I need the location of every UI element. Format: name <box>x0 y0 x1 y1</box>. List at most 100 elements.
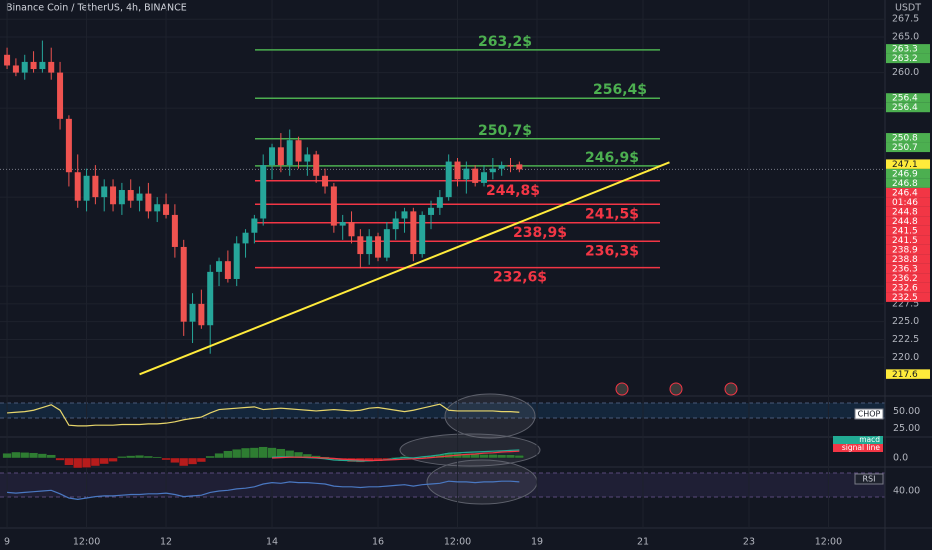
level-label: 263,2$ <box>478 34 532 50</box>
macd-histogram-bar <box>20 452 30 459</box>
macd-histogram-bar <box>90 457 101 467</box>
macd-histogram-bar <box>223 450 233 459</box>
candle-body <box>286 140 293 166</box>
candle-body <box>428 207 435 215</box>
y-tick-label: 267.5 <box>892 14 919 25</box>
candle-body <box>454 161 461 180</box>
candle-body <box>198 303 205 326</box>
candle-body <box>269 147 276 166</box>
price-label: 238.8 <box>892 255 918 265</box>
macd-histogram-bar <box>126 455 136 459</box>
event-icon[interactable] <box>669 382 683 396</box>
candle-body <box>436 197 443 208</box>
macd-histogram-bar <box>514 455 524 459</box>
candle-body <box>498 165 505 169</box>
price-label-box <box>886 187 930 198</box>
indicator-tick-label: 40.00 <box>893 486 920 497</box>
candle-body <box>12 65 19 73</box>
macd-histogram-bar <box>37 453 48 459</box>
price-label-box <box>886 44 930 54</box>
macd-histogram-bar <box>179 457 189 467</box>
event-icon[interactable] <box>615 382 629 396</box>
chart-title: Binance Coin / TetherUS, 4h, BINANCE <box>6 3 187 14</box>
candle-body <box>216 261 223 272</box>
event-icons[interactable] <box>615 382 738 396</box>
candle-body <box>463 168 470 180</box>
rsi-band <box>0 473 885 497</box>
x-tick-label: 9 <box>4 537 10 548</box>
macd-histogram-bar <box>152 456 162 459</box>
price-label-box <box>886 282 930 293</box>
legend-box <box>833 436 883 444</box>
level-label: 232,6$ <box>493 270 547 286</box>
macd-histogram-bar <box>46 454 56 459</box>
candle-body <box>383 229 390 258</box>
x-tick-label: 14 <box>266 537 278 548</box>
price-label: 244.8 <box>892 207 918 217</box>
indicator-name-box <box>854 408 884 420</box>
candle-body <box>101 186 108 198</box>
price-label-box <box>886 168 930 179</box>
candle-body <box>357 236 364 255</box>
x-tick-label: 12:00 <box>444 537 471 548</box>
price-label-box <box>886 225 930 236</box>
macd-histogram-bar <box>170 457 180 464</box>
candle-body <box>366 236 373 255</box>
macd-histogram-bar <box>64 457 74 466</box>
macd-histogram-bar <box>187 457 198 465</box>
macd-histogram-bar <box>117 456 127 459</box>
candle-body <box>92 175 99 198</box>
macd-histogram-bar <box>240 447 251 459</box>
level-label: 256,4$ <box>593 82 647 98</box>
price-label: 247.1 <box>892 160 918 170</box>
y-tick-label: 260.0 <box>892 67 919 78</box>
price-label-box <box>886 53 930 64</box>
candle-body <box>65 118 72 173</box>
macd-histogram-bar <box>134 455 145 459</box>
macd-histogram-bar <box>196 457 206 463</box>
price-label-box <box>886 369 930 379</box>
price-label-box <box>886 244 930 255</box>
price-label-box <box>886 178 930 188</box>
price-label: 236.3 <box>892 264 918 274</box>
candle-body <box>295 140 302 162</box>
macd-line <box>272 450 520 461</box>
candle-body <box>348 222 355 237</box>
candle-body <box>207 271 214 326</box>
macd-histogram-bar <box>205 455 215 459</box>
candle-body <box>516 164 523 170</box>
price-label-box <box>886 292 930 302</box>
macd-histogram-bar <box>2 453 12 459</box>
macd-histogram-bar <box>55 457 65 461</box>
macd-histogram-bar <box>99 457 109 465</box>
macd-histogram-bar <box>497 454 507 459</box>
indicator-tick-label: 25.00 <box>893 423 920 434</box>
candle-body <box>401 211 408 219</box>
candle-body <box>375 236 382 258</box>
level-label: 250,7$ <box>478 123 532 139</box>
candle-body <box>489 168 496 173</box>
candle-body <box>57 72 64 119</box>
candle-body <box>145 193 152 212</box>
candle-body <box>163 204 170 215</box>
candle-body <box>304 154 311 162</box>
y-tick-label: 227.5 <box>892 298 919 309</box>
y-tick-label: 225.0 <box>892 316 919 327</box>
candle-body <box>313 154 320 176</box>
macd-histogram-bar <box>108 457 118 462</box>
event-icon[interactable] <box>724 382 738 396</box>
candle-body <box>180 246 187 322</box>
level-label: 236,3$ <box>585 243 639 259</box>
price-label-box <box>886 159 930 169</box>
countdown: 01:46 <box>892 198 918 208</box>
chop-band <box>0 403 885 418</box>
price-label-box <box>886 254 930 264</box>
candle-body <box>118 190 125 205</box>
level-label: 244,8$ <box>486 183 540 199</box>
candle-body <box>472 168 479 183</box>
price-label: 236.2 <box>892 274 918 284</box>
candle-body <box>392 218 399 230</box>
indicator-tick-label: 0.0 <box>893 453 908 464</box>
y-tick-label: 222.5 <box>892 334 919 345</box>
price-label: 263.2 <box>892 54 918 64</box>
